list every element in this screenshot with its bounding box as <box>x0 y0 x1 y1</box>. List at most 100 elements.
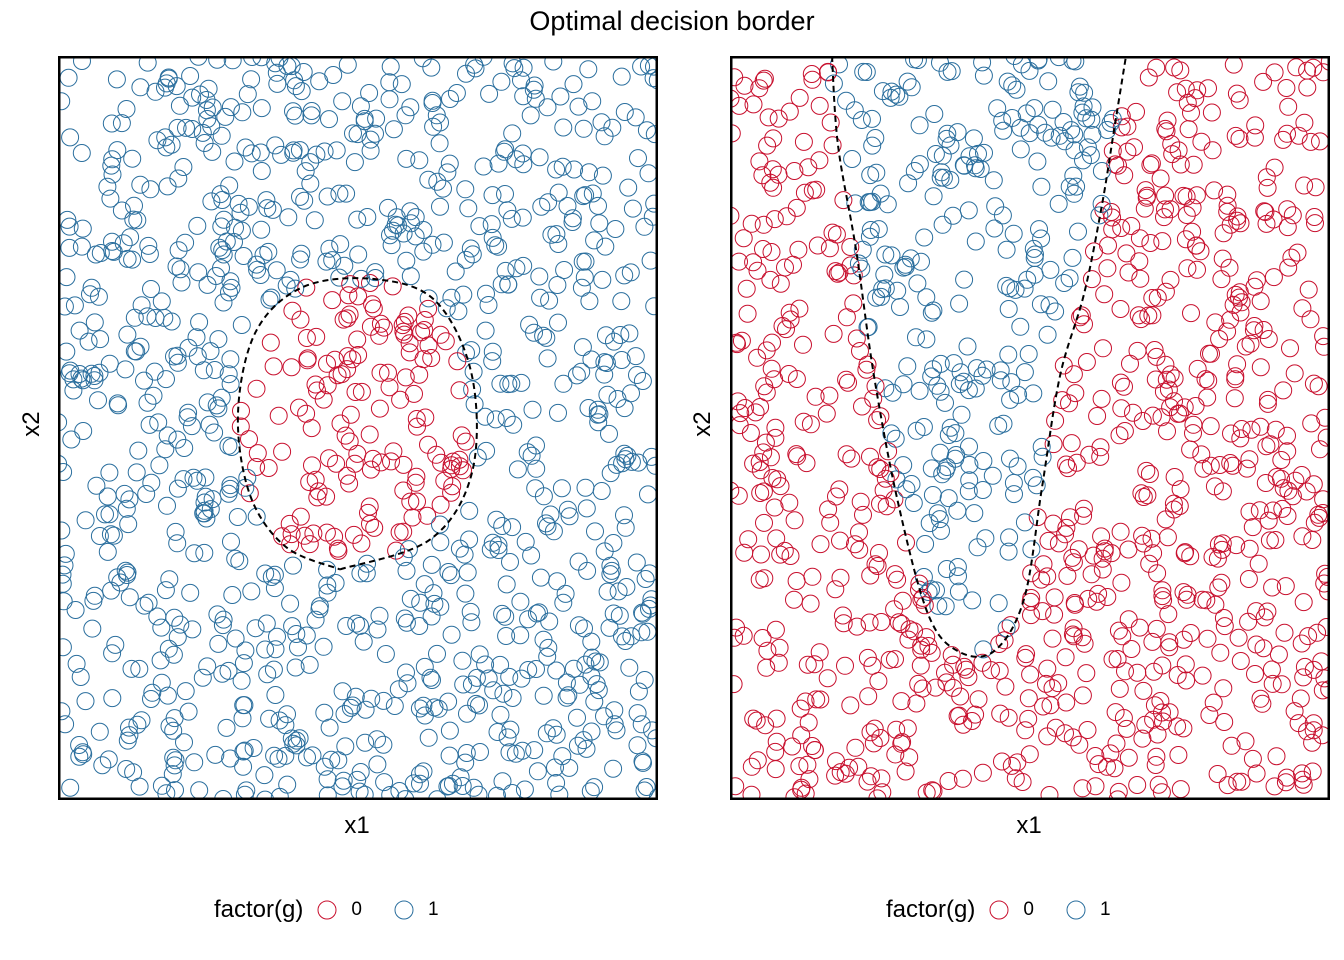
scatter-point-class-0 <box>871 494 889 513</box>
scatter-point-class-1 <box>109 396 128 415</box>
scatter-point-class-0 <box>1263 578 1282 597</box>
scatter-point-class-0 <box>1259 330 1278 348</box>
scatter-point-class-1 <box>1004 224 1023 243</box>
scatter-point-class-0 <box>1148 564 1167 583</box>
scatter-point-class-0 <box>1215 617 1234 636</box>
scatter-point-class-1 <box>958 337 977 356</box>
scatter-point-class-0 <box>915 596 934 615</box>
scatter-point-class-1 <box>569 552 588 571</box>
scatter-point-class-0 <box>871 460 890 478</box>
scatter-point-class-1 <box>583 648 602 667</box>
scatter-point-class-1 <box>135 371 153 390</box>
scatter-point-class-1 <box>289 638 307 657</box>
scatter-point-class-1 <box>541 505 560 524</box>
scatter-point-class-0 <box>1256 474 1275 492</box>
scatter-point-class-1 <box>615 266 634 285</box>
scatter-point-class-0 <box>282 358 301 377</box>
scatter-point-class-1 <box>629 149 647 168</box>
scatter-point-class-0 <box>1115 377 1133 396</box>
scatter-point-class-1 <box>1069 222 1087 241</box>
scatter-point-class-1 <box>1082 110 1101 129</box>
scatter-point-class-1 <box>944 206 962 225</box>
scatter-point-class-0 <box>1160 703 1179 722</box>
scatter-point-class-1 <box>108 141 127 160</box>
scatter-point-class-1 <box>500 667 519 686</box>
scatter-point-class-1 <box>298 748 316 767</box>
scatter-point-class-0 <box>450 450 469 469</box>
scatter-point-class-1 <box>168 346 187 365</box>
scatter-point-class-1 <box>924 187 943 206</box>
scatter-point-class-1 <box>516 532 535 551</box>
scatter-point-class-0 <box>363 295 382 314</box>
scatter-point-class-0 <box>1279 97 1298 116</box>
scatter-point-class-1 <box>456 753 475 772</box>
scatter-point-class-1 <box>315 142 334 161</box>
scatter-point-class-0 <box>1022 589 1041 607</box>
scatter-point-class-0 <box>766 418 785 437</box>
scatter-point-class-1 <box>317 252 336 271</box>
scatter-point-class-1 <box>576 186 595 205</box>
scatter-point-class-0 <box>755 69 774 88</box>
scatter-point-class-0 <box>912 590 931 609</box>
scatter-point-class-1 <box>991 361 1010 380</box>
scatter-point-class-1 <box>168 628 187 647</box>
scatter-point-class-0 <box>1156 510 1175 529</box>
scatter-point-class-0 <box>1073 779 1092 798</box>
scatter-point-class-0 <box>775 541 794 560</box>
scatter-point-class-0 <box>1227 536 1246 555</box>
scatter-point-class-1 <box>116 360 135 379</box>
scatter-point-class-1 <box>98 177 117 196</box>
scatter-point-class-0 <box>776 258 794 277</box>
scatter-point-class-1 <box>291 250 310 269</box>
scatter-point-class-1 <box>410 617 429 635</box>
scatter-point-class-1 <box>292 244 311 263</box>
scatter-point-class-1 <box>1063 248 1082 267</box>
scatter-point-class-0 <box>1254 321 1273 339</box>
scatter-point-class-1 <box>502 209 521 228</box>
scatter-point-class-0 <box>349 346 368 364</box>
scatter-point-class-1 <box>586 652 605 671</box>
scatter-point-class-0 <box>317 487 336 506</box>
scatter-point-class-1 <box>942 62 961 81</box>
scatter-point-class-0 <box>247 458 266 476</box>
scatter-point-class-1 <box>989 416 1008 435</box>
scatter-point-class-1 <box>297 626 316 645</box>
scatter-point-class-1 <box>537 328 556 347</box>
scatter-point-class-1 <box>112 114 131 133</box>
scatter-point-class-0 <box>1258 394 1277 413</box>
scatter-point-class-0 <box>412 323 431 342</box>
scatter-point-class-0 <box>1310 508 1329 527</box>
scatter-point-class-0 <box>1128 776 1147 794</box>
scatter-point-class-1 <box>122 659 141 678</box>
scatter-point-class-0 <box>304 524 323 543</box>
scatter-point-class-0 <box>1181 624 1200 642</box>
scatter-point-class-1 <box>555 261 574 279</box>
scatter-point-class-0 <box>1079 589 1098 608</box>
scatter-point-class-1 <box>1028 152 1047 171</box>
scatter-point-class-1 <box>1029 56 1048 69</box>
scatter-point-class-0 <box>1088 407 1107 425</box>
scatter-point-class-0 <box>828 264 847 283</box>
scatter-point-class-0 <box>844 294 863 313</box>
scatter-point-class-1 <box>101 525 120 544</box>
scatter-point-class-0 <box>408 492 426 511</box>
scatter-point-class-1 <box>83 619 102 638</box>
scatter-point-class-1 <box>525 76 544 95</box>
scatter-point-class-0 <box>990 661 1009 680</box>
scatter-point-class-0 <box>1109 782 1128 800</box>
scatter-point-class-1 <box>207 396 226 415</box>
scatter-point-class-0 <box>1146 756 1165 774</box>
scatter-point-class-1 <box>385 697 404 715</box>
scatter-point-class-0 <box>1231 214 1250 233</box>
scatter-point-class-0 <box>1093 560 1112 579</box>
scatter-point-class-1 <box>954 372 973 391</box>
scatter-point-class-1 <box>453 777 472 795</box>
scatter-point-class-0 <box>909 674 928 693</box>
scatter-point-class-0 <box>766 620 785 639</box>
scatter-point-class-1 <box>406 208 425 227</box>
scatter-point-class-1 <box>125 196 143 215</box>
scatter-point-class-1 <box>458 563 477 582</box>
scatter-point-class-0 <box>841 238 860 256</box>
scatter-point-class-0 <box>754 240 772 258</box>
scatter-point-class-1 <box>525 323 543 342</box>
